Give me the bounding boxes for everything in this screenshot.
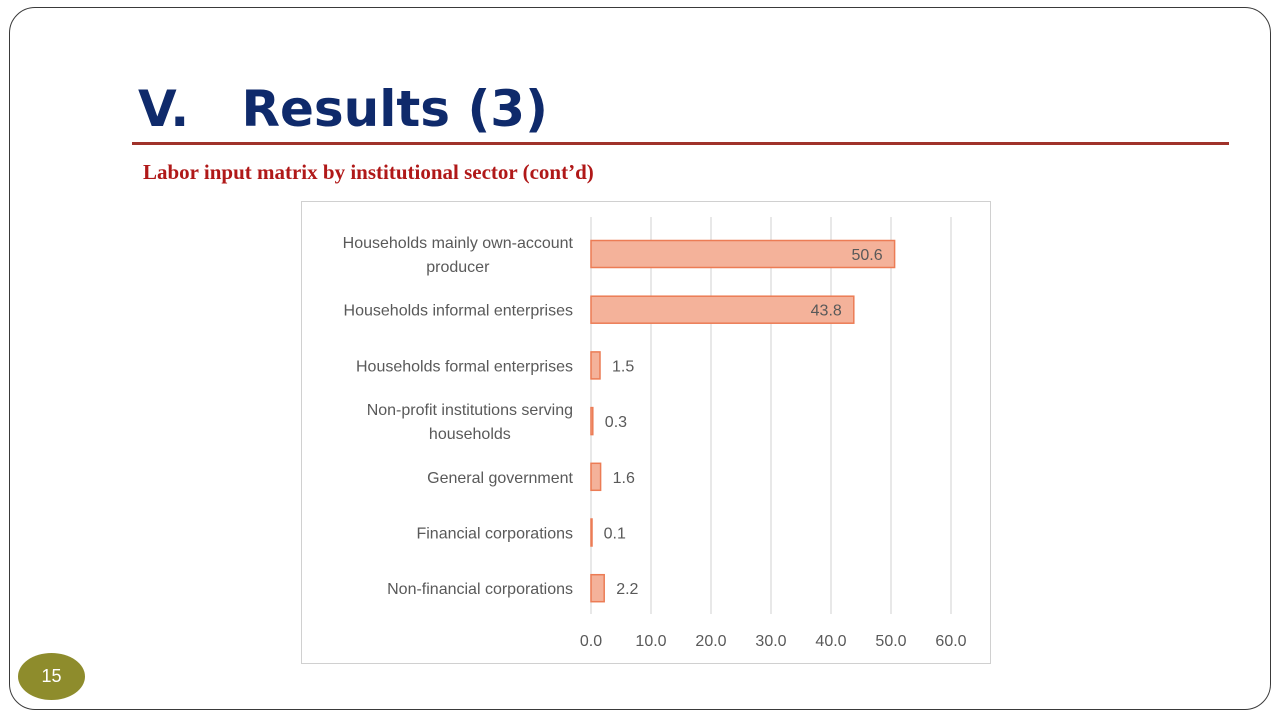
bar [590,518,593,547]
x-tick-label: 10.0 [635,633,666,650]
x-tick-label: 40.0 [815,633,846,650]
category-label: Non-financial corporations [387,581,573,598]
data-labels: 50.6 43.8 1.5 0.3 1.6 0.1 2.2 [604,247,883,598]
category-label-line: households [429,426,511,443]
data-label: 43.8 [811,303,842,320]
category-label: General government [427,470,573,487]
data-label: 1.5 [612,358,634,375]
slide-title: V. Results (3) [138,80,548,138]
bar [590,573,605,603]
category-label: Non-profit institutions serving [367,402,573,419]
chart-canvas: 50.6 43.8 1.5 0.3 1.6 0.1 2.2 Households mainl… [343,217,967,650]
data-label: 1.6 [613,470,635,487]
page-number-badge: 15 [18,653,85,700]
bar [590,462,602,492]
category-labels: Households mainly own-account producer Hou… [343,235,574,598]
title-underline [132,142,1229,145]
bar [590,239,896,269]
gridlines [590,217,952,614]
x-tick-label: 0.0 [580,633,602,650]
x-tick-label: 60.0 [935,633,966,650]
category-label-line: producer [426,259,490,276]
bars [590,239,896,603]
category-label: Households mainly own-account [343,235,574,252]
category-label: Financial corporations [416,526,573,543]
x-tick-label: 50.0 [875,633,906,650]
data-label: 50.6 [851,247,882,264]
x-axis-ticks: 0.0 10.0 20.0 30.0 40.0 50.0 60.0 [580,633,967,650]
bar [590,406,594,436]
data-label: 2.2 [616,581,638,598]
data-label: 0.1 [604,526,626,543]
bar [590,295,855,324]
bar [590,351,601,380]
category-label: Households informal enterprises [344,303,573,320]
data-label: 0.3 [605,414,627,431]
x-tick-label: 20.0 [695,633,726,650]
bar-chart: 50.6 43.8 1.5 0.3 1.6 0.1 2.2 Households mainl… [301,201,991,664]
x-tick-label: 30.0 [755,633,786,650]
slide-frame [9,7,1271,710]
slide-subtitle: Labor input matrix by institutional sect… [143,160,594,184]
category-label: Households formal enterprises [356,358,573,375]
